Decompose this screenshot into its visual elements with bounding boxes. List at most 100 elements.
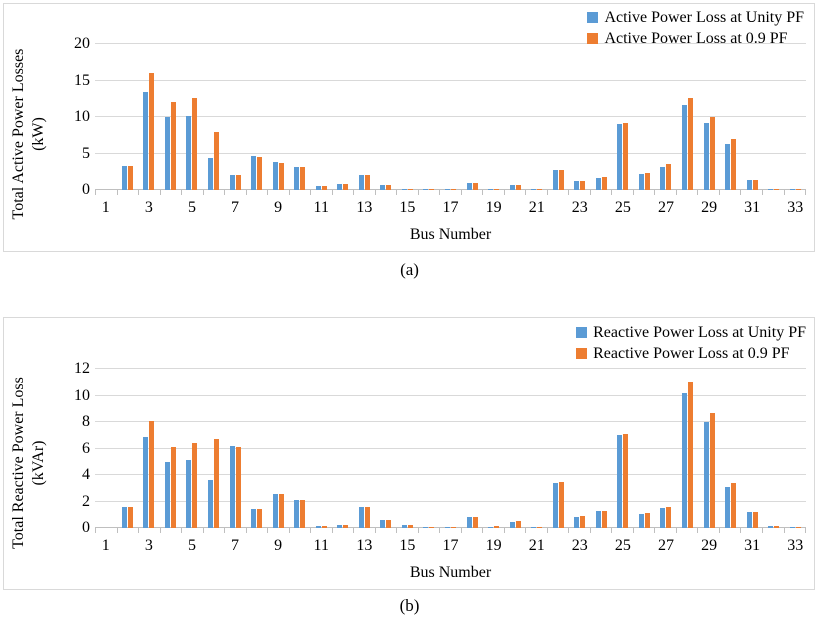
bar-group-bus-6	[203, 369, 225, 528]
bar-group-bus-11	[310, 369, 332, 528]
x-tick-mark	[311, 190, 333, 195]
bar-bus-15	[401, 525, 407, 528]
x-tick-mark	[569, 190, 591, 195]
x-tick-mark	[440, 190, 462, 195]
x-tick-label-30	[720, 536, 742, 555]
bar-bus-14	[386, 520, 392, 528]
bar-bus-6	[214, 132, 219, 190]
bar-group-bus-21	[526, 369, 548, 528]
bar-bus-9	[272, 493, 278, 528]
y-tick-label-10: 10	[74, 108, 90, 125]
bar-group-bus-6	[203, 44, 225, 190]
bar-bus-14	[380, 520, 386, 528]
bar-bus-4	[170, 101, 176, 190]
bar-group-bus-21	[526, 44, 548, 190]
legend-item-09-pf: Active Power Loss at 0.9 PF	[587, 30, 804, 48]
y-tick-label-12: 12	[74, 360, 90, 377]
x-tick-mark	[634, 190, 656, 195]
x-tick-label-19: 19	[485, 537, 502, 554]
x-tick-label-28	[677, 536, 699, 555]
bar-bus-17	[445, 527, 451, 528]
x-tick-label-26	[634, 198, 656, 217]
bar-bus-16	[429, 189, 435, 190]
bar-group-bus-33	[785, 369, 807, 528]
bar-group-bus-12	[332, 44, 354, 190]
chart-active-power-loss: Total Active Power Losses (kW) 0 5 10 15 20 …	[3, 3, 815, 252]
bar-group-bus-10	[289, 44, 311, 190]
x-tick-mark	[118, 190, 140, 195]
x-tick-label-13: 13	[356, 199, 373, 216]
bar-bus-2	[121, 506, 127, 528]
x-tick-mark	[720, 528, 742, 533]
bar-bus-16	[423, 526, 429, 528]
x-tick-mark	[311, 528, 333, 533]
bar-bus-11	[321, 526, 327, 528]
x-tick-mark	[741, 528, 763, 533]
legend-item-unity-pf: Active Power Loss at Unity PF	[587, 9, 804, 27]
bar-group-bus-19	[483, 369, 505, 528]
gridline-y-4	[95, 474, 806, 475]
gridline-y-8	[95, 421, 806, 422]
legend-label: Active Power Loss at 0.9 PF	[604, 29, 788, 47]
x-tick-mark	[505, 528, 527, 533]
legend-swatch-blue-icon	[587, 12, 599, 24]
bar-bus-21	[537, 189, 543, 190]
gridline-y-0	[95, 527, 806, 528]
bar-bus-3	[143, 436, 149, 528]
bar-bus-32	[774, 526, 780, 528]
x-tick-mark	[161, 528, 183, 533]
bar-bus-11	[315, 526, 321, 528]
bar-bus-17	[451, 189, 457, 190]
bar-bus-12	[337, 184, 343, 190]
bar-bus-27	[660, 508, 666, 528]
bar-bus-13	[364, 174, 370, 190]
legend-item-09-pf: Reactive Power Loss at 0.9 PF	[576, 345, 806, 363]
bar-bus-7	[235, 175, 241, 190]
plot-area	[95, 368, 806, 528]
x-tick-label-24	[591, 198, 613, 217]
bar-group-bus-16	[418, 369, 440, 528]
bar-bus-19	[488, 526, 494, 528]
bar-group-bus-27	[655, 44, 677, 190]
bar-bus-18	[466, 517, 472, 528]
bar-bus-6	[208, 157, 213, 190]
x-tick-mark	[204, 528, 226, 533]
x-tick-mark	[440, 528, 462, 533]
gridline-y-6	[95, 447, 806, 449]
x-tick-mark	[526, 528, 548, 533]
bar-group-bus-3	[138, 44, 160, 190]
bar-bus-24	[595, 511, 601, 528]
x-tick-label-21: 21	[528, 537, 545, 554]
bar-bus-7	[229, 175, 235, 190]
bar-bus-23	[580, 516, 586, 528]
x-tick-label-14	[375, 536, 397, 555]
bar-bus-5	[186, 460, 192, 528]
y-tick-label-6: 6	[82, 439, 90, 457]
bar-bus-31	[746, 179, 752, 190]
bar-group-bus-28	[677, 369, 699, 528]
x-axis-title: Bus Number	[409, 226, 492, 243]
legend: Reactive Power Loss at Unity PF Reactive…	[576, 324, 806, 362]
bar-group-bus-23	[569, 369, 591, 528]
x-tick-label-31: 31	[744, 537, 761, 554]
bar-bus-22	[558, 482, 564, 528]
bar-bus-30	[731, 483, 737, 528]
x-tick-mark	[397, 190, 419, 195]
bar-series-layer	[95, 369, 806, 528]
bar-bus-14	[380, 184, 386, 190]
bar-bus-13	[364, 506, 370, 528]
bar-bus-19	[494, 189, 500, 190]
x-tick-mark	[225, 190, 247, 195]
x-axis-tick-labels: 1 3 5 7 9 11 13 15 17 19 21 23 25 27 29 31 33	[95, 198, 806, 217]
x-tick-label-11: 11	[313, 199, 329, 216]
y-axis-title-active: Total Active Power Losses (kW)	[6, 34, 54, 234]
bar-group-bus-32	[763, 44, 785, 190]
bar-bus-19	[488, 189, 494, 190]
bar-group-bus-5	[181, 369, 203, 528]
bar-group-bus-7	[224, 369, 246, 528]
x-tick-mark	[354, 528, 376, 533]
bar-group-bus-30	[720, 44, 742, 190]
bar-bus-8	[251, 156, 257, 190]
bar-bus-10	[294, 499, 300, 528]
x-tick-label-6	[203, 536, 225, 555]
